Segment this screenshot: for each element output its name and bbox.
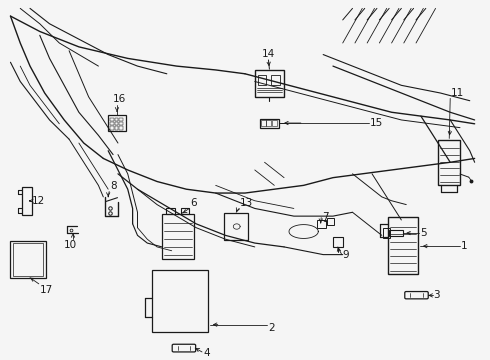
Text: 9: 9 <box>343 250 349 260</box>
Bar <box>115 126 119 130</box>
Bar <box>120 126 123 130</box>
Text: 11: 11 <box>451 87 465 98</box>
Bar <box>152 270 208 332</box>
Bar <box>162 214 194 259</box>
Bar <box>108 115 126 131</box>
Bar <box>261 120 266 126</box>
Bar <box>258 75 267 85</box>
Text: 10: 10 <box>64 240 77 250</box>
Bar <box>439 140 460 185</box>
Text: 8: 8 <box>110 181 117 191</box>
Bar <box>388 217 418 274</box>
Text: 2: 2 <box>269 323 275 333</box>
Bar <box>333 237 343 247</box>
Text: 16: 16 <box>113 94 126 104</box>
Bar <box>110 118 114 121</box>
Bar <box>383 229 390 238</box>
Bar <box>13 243 43 276</box>
Text: 5: 5 <box>420 228 427 238</box>
Text: 4: 4 <box>203 348 210 358</box>
Bar <box>272 120 277 126</box>
Bar <box>120 122 123 125</box>
Bar <box>115 118 119 121</box>
Bar <box>224 213 248 240</box>
Text: 13: 13 <box>240 198 253 208</box>
Bar <box>115 122 119 125</box>
Text: 6: 6 <box>190 198 197 208</box>
Bar <box>10 241 46 278</box>
Bar <box>389 230 403 236</box>
Bar <box>267 120 271 126</box>
Bar <box>110 126 114 130</box>
Bar <box>110 122 114 125</box>
Bar <box>255 70 284 97</box>
Bar <box>22 187 32 215</box>
Text: 1: 1 <box>461 241 467 251</box>
Bar <box>120 118 123 121</box>
Bar <box>327 219 334 225</box>
Text: 12: 12 <box>32 196 45 206</box>
Text: 17: 17 <box>40 285 53 294</box>
Bar <box>166 208 174 214</box>
Text: 14: 14 <box>262 49 275 59</box>
Bar <box>180 208 189 214</box>
Text: 7: 7 <box>322 212 329 222</box>
Bar <box>271 75 280 85</box>
Text: 3: 3 <box>434 291 440 300</box>
Text: 15: 15 <box>369 118 383 128</box>
Bar <box>260 119 279 128</box>
Bar <box>318 220 326 229</box>
